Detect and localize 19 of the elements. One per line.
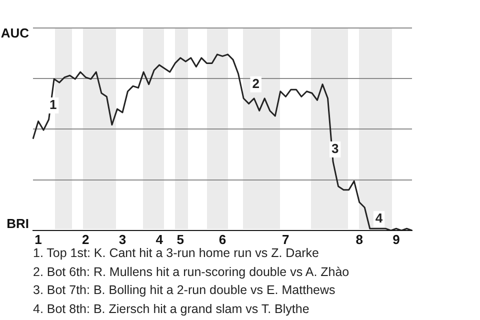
x-tick-label: 1 xyxy=(34,232,42,247)
x-tick-label: 3 xyxy=(118,232,126,247)
annotation: 1 xyxy=(49,97,57,112)
text: 2. Bot 6th: R. Mullens hit a run-scoring double vs A. Zhào xyxy=(33,264,350,281)
text: 4. Bot 8th: B. Ziersch hit a grand slam vs T. Blythe xyxy=(33,300,310,318)
annotation: 4 xyxy=(375,210,384,226)
annotation: 2 xyxy=(252,76,260,91)
x-tick-label: 2 xyxy=(82,232,90,247)
text: AUC xyxy=(0,26,30,41)
text: BRI xyxy=(6,216,29,231)
text: 1. Top 1st: K. Cant hit a 3-run home run vs Z. Darke xyxy=(33,245,320,262)
x-tick-label: 7 xyxy=(282,232,290,247)
x-tick-label: 8 xyxy=(356,232,363,247)
x-tick-label: 6 xyxy=(218,232,226,247)
x-tick-label: 4 xyxy=(156,232,164,247)
x-tick-label: 9 xyxy=(392,232,400,247)
x-tick-label: 5 xyxy=(176,232,184,247)
text: 3. Bot 7th: B. Bolling hit a 2-run double vs E. Matthews xyxy=(33,282,336,299)
annotation: 3 xyxy=(331,141,339,156)
